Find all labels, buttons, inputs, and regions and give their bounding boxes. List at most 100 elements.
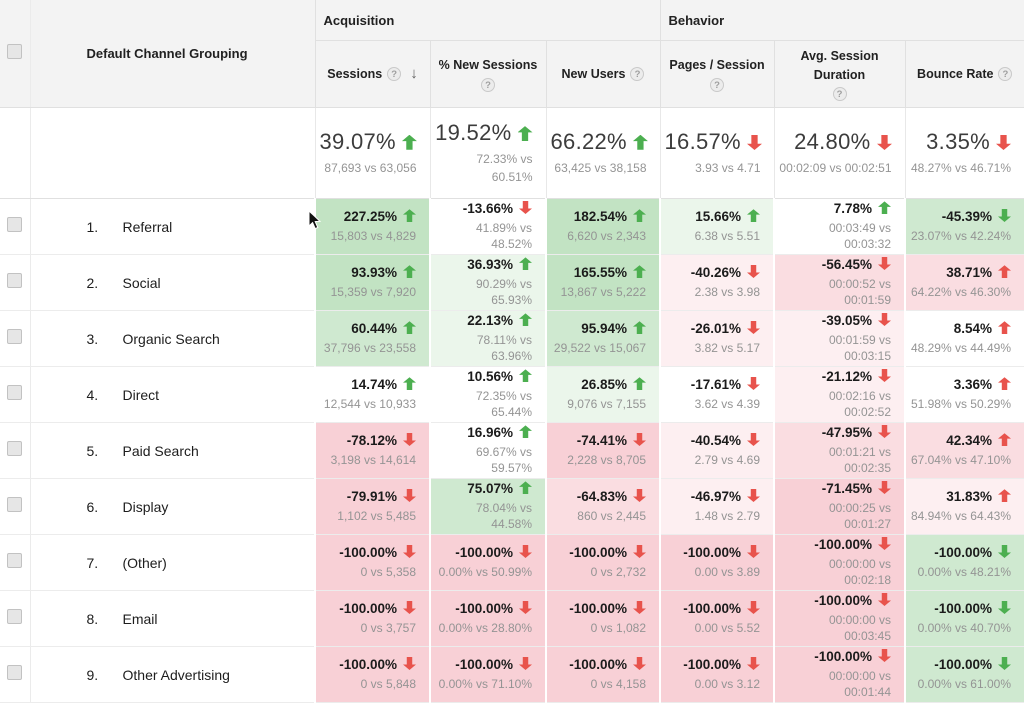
arrow-down-icon	[747, 545, 760, 558]
channel-cell[interactable]: 2. Social	[30, 254, 315, 311]
comparison-values: 00:00:52 vs 00:01:59	[828, 277, 891, 307]
row-index: 7.	[86, 554, 99, 571]
arrow-up-icon	[401, 134, 417, 150]
channel-cell[interactable]: 6. Display	[30, 478, 315, 535]
channel-cell[interactable]: 3. Organic Search	[30, 310, 315, 367]
column-header-bounce-rate[interactable]: Bounce Rate ?	[904, 40, 1024, 108]
comparison-values: 6,620 vs 2,343	[567, 229, 646, 244]
comparison-values: 48.27% vs 46.71%	[910, 160, 1012, 175]
comparison-values: 48.29% vs 44.49%	[910, 341, 1012, 356]
arrow-up-icon	[403, 321, 416, 335]
column-label: Bounce Rate	[917, 66, 994, 81]
row-checkbox[interactable]	[7, 272, 23, 288]
help-icon[interactable]: ?	[630, 67, 645, 81]
summary-new-sessions: 19.52% 72.33% vs 60.51%	[429, 107, 546, 199]
arrow-down-icon	[878, 425, 891, 438]
comparison-values: 15,359 vs 7,920	[330, 285, 416, 300]
column-header-new-users[interactable]: New Users ?	[545, 40, 660, 108]
cell-pages-session: -26.01% 3.82 vs 5.17	[659, 310, 774, 367]
percent-change: 3.36%	[953, 377, 993, 393]
row-checkbox-cell	[0, 478, 31, 535]
table-row: 8. Email -100.00% 0 vs 3,757 -100.00% 0.00% …	[0, 590, 1024, 647]
comparison-values: 00:02:16 vs 00:02:52	[828, 389, 891, 419]
row-checkbox[interactable]	[7, 216, 23, 232]
help-icon[interactable]: ?	[832, 87, 847, 102]
row-checkbox[interactable]	[7, 440, 23, 456]
comparison-values: 1.48 vs 2.79	[694, 509, 760, 524]
cell-pages-session: -100.00% 0.00 vs 3.89	[659, 534, 774, 591]
channel-cell[interactable]: 9. Other Advertising	[30, 646, 315, 703]
arrow-down-icon	[633, 489, 646, 502]
cell-new-users: -74.41% 2,228 vs 8,705	[545, 422, 660, 479]
channel-name: Display	[122, 498, 169, 515]
column-header-pages-session[interactable]: Pages / Session ?	[659, 40, 774, 108]
row-checkbox[interactable]	[7, 664, 23, 680]
row-index: 2.	[86, 274, 99, 291]
cell-bounce-rate: -100.00% 0.00% vs 61.00%	[903, 646, 1024, 703]
percent-change: 31.83%	[946, 489, 993, 505]
group-header-acquisition: Acquisition	[314, 0, 660, 41]
cell-sessions: 227.25% 15,803 vs 4,829	[314, 198, 430, 255]
column-header-new-sessions[interactable]: % New Sessions ?	[429, 40, 546, 108]
row-checkbox[interactable]	[7, 328, 23, 344]
help-icon[interactable]: ?	[481, 77, 495, 92]
percent-change: -64.83%	[576, 489, 627, 505]
row-checkbox[interactable]	[7, 552, 23, 568]
comparison-values: 00:00:00 vs 00:02:18	[828, 557, 891, 587]
arrow-down-icon	[519, 545, 532, 558]
arrow-down-icon	[747, 433, 760, 446]
cell-new-users: -100.00% 0 vs 1,082	[545, 590, 660, 647]
cell-avg-duration: -71.45% 00:00:25 vs 00:01:27	[773, 478, 905, 535]
select-all-checkbox[interactable]	[7, 43, 23, 59]
select-all-checkbox-cell	[0, 0, 31, 108]
comparison-values: 0 vs 2,732	[590, 565, 646, 580]
comparison-values: 72.35% vs 65.44%	[475, 389, 532, 419]
percent-change: -47.95%	[821, 425, 872, 441]
percent-change: -100.00%	[455, 601, 513, 617]
cell-sessions: 60.44% 37,796 vs 23,558	[314, 310, 430, 367]
arrow-down-icon	[747, 321, 760, 334]
column-header-sessions[interactable]: Sessions ? ↓	[314, 40, 430, 108]
row-checkbox[interactable]	[7, 608, 23, 624]
arrow-down-icon	[747, 601, 760, 614]
cell-bounce-rate: 8.54% 48.29% vs 44.49%	[903, 310, 1024, 367]
channel-cell[interactable]: 4. Direct	[30, 366, 315, 423]
help-icon[interactable]: ?	[998, 67, 1013, 81]
arrow-up-icon	[998, 377, 1012, 391]
arrow-up-icon	[519, 369, 532, 383]
comparison-values: 84.94% vs 64.43%	[910, 509, 1012, 524]
arrow-up-icon	[403, 209, 416, 223]
comparison-values: 00:00:00 vs 00:03:45	[828, 613, 891, 643]
column-header-channel-grouping[interactable]: Default Channel Grouping	[30, 0, 315, 108]
arrow-down-icon	[878, 593, 891, 606]
channel-name: Direct	[122, 386, 160, 403]
row-checkbox[interactable]	[7, 496, 23, 512]
cell-sessions: -100.00% 0 vs 5,358	[314, 534, 430, 591]
help-icon[interactable]: ?	[387, 67, 402, 81]
comparison-values: 00:03:49 vs 00:03:32	[828, 221, 891, 251]
channel-name: Organic Search	[122, 330, 220, 347]
cell-sessions: -78.12% 3,198 vs 14,614	[314, 422, 430, 479]
percent-change: 227.25%	[343, 209, 397, 225]
row-index: 8.	[86, 610, 99, 627]
comparison-values: 0 vs 5,358	[360, 565, 416, 580]
summary-bounce-rate: 3.35% 48.27% vs 46.71%	[904, 107, 1024, 199]
channel-cell[interactable]: 1. Referral	[30, 198, 315, 255]
arrow-up-icon	[632, 134, 648, 150]
cell-avg-duration: 7.78% 00:03:49 vs 00:03:32	[773, 198, 905, 255]
channel-cell[interactable]: 7. (Other)	[30, 534, 315, 591]
cell-bounce-rate: 42.34% 67.04% vs 47.10%	[903, 422, 1024, 479]
row-checkbox[interactable]	[7, 384, 23, 400]
percent-change: -100.00%	[934, 545, 993, 561]
column-header-avg-duration[interactable]: Avg. Session Duration ?	[773, 40, 905, 108]
help-icon[interactable]: ?	[710, 77, 724, 92]
cell-avg-duration: -56.45% 00:00:52 vs 00:01:59	[773, 254, 905, 311]
column-label: New Users	[561, 66, 626, 81]
cell-new-users: -64.83% 860 vs 2,445	[545, 478, 660, 535]
cell-sessions: -100.00% 0 vs 3,757	[314, 590, 430, 647]
percent-change: 24.80%	[794, 128, 871, 154]
cell-bounce-rate: 38.71% 64.22% vs 46.30%	[903, 254, 1024, 311]
channel-cell[interactable]: 8. Email	[30, 590, 315, 647]
percent-change: 182.54%	[573, 209, 627, 225]
channel-cell[interactable]: 5. Paid Search	[30, 422, 315, 479]
